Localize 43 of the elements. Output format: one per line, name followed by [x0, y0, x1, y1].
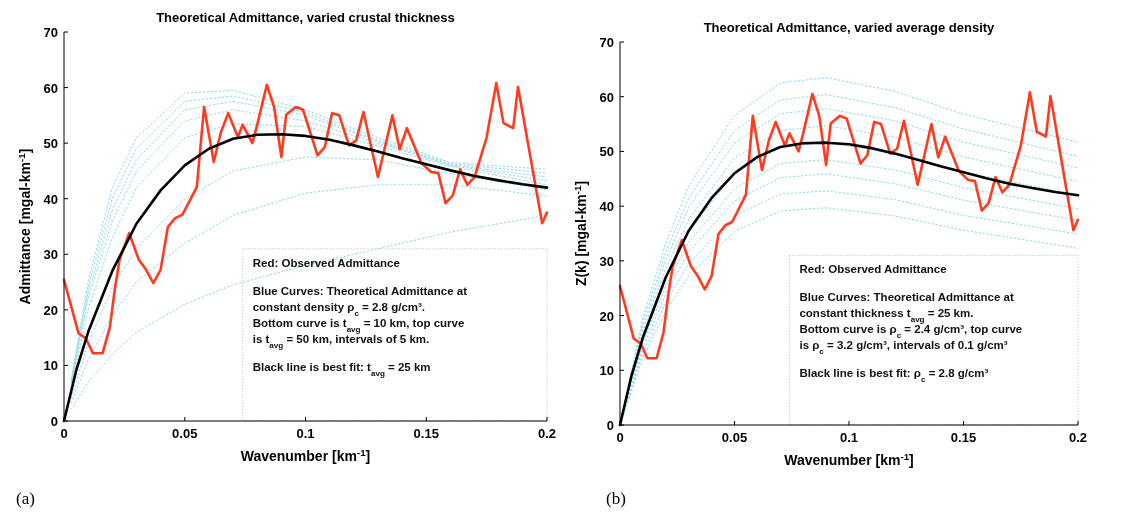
- y-tick-label: 40: [43, 191, 58, 207]
- x-tick-label: 0.2: [537, 426, 557, 441]
- y-tick-label: 20: [599, 308, 614, 324]
- y-tick-label: 70: [43, 25, 58, 40]
- text: (b): [606, 489, 626, 508]
- y-tick-label: 10: [43, 358, 58, 374]
- annotation: Black line is best fit: ρ$_{c}$ = 2.8 g/cm³: [799, 367, 989, 384]
- x-tick-label: 0.05: [172, 426, 198, 441]
- y-tick-label: 30: [43, 247, 58, 263]
- y-tick-label: 30: [599, 253, 614, 269]
- annotation: Red: Observed Admittance: [799, 263, 947, 276]
- x-axis-title: Wavenumber [km$^{-1}$]: [784, 450, 914, 468]
- x-axis-title: Wavenumber [km$^{-1}$]: [240, 446, 371, 464]
- y-tick-label: 20: [43, 302, 58, 318]
- y-tick-label: 0: [50, 414, 58, 429]
- annotation: Black line is best fit: t$_{avg}$ = 25 km: [252, 360, 431, 378]
- y-tick-label: 50: [43, 136, 58, 152]
- x-tick-label: 0.1: [296, 426, 315, 441]
- annotation: Blue Curves: Theoretical Admittance at: [799, 291, 1014, 304]
- annotation: Blue Curves: Theoretical Admittance at: [252, 284, 468, 297]
- x-tick-label: 0.05: [721, 430, 748, 445]
- annotation: Red: Observed Admittance: [252, 256, 400, 269]
- x-tick-label: 0.15: [950, 430, 977, 445]
- y-tick-label: 40: [599, 199, 614, 215]
- annotation: is ρ$_{c}$ = 3.2 g/cm³, intervals of 0.1 g/cm³: [799, 339, 1008, 356]
- chart-title: Theoretical Admittance, varied crustal thickness: [156, 10, 455, 25]
- x-tick-label: 0: [616, 430, 624, 445]
- annotation: is t$_{avg}$ = 50 km, intervals of 5 km.: [252, 332, 430, 350]
- y-tick-label: 70: [599, 35, 614, 50]
- x-tick-label: 0.15: [413, 426, 439, 441]
- y-tick-label: 60: [599, 89, 614, 105]
- x-tick-label: 0.2: [1068, 430, 1088, 445]
- y-tick-label: 10: [599, 363, 614, 379]
- text: (a): [16, 489, 35, 508]
- y-tick-label: 60: [43, 80, 58, 96]
- annotation: constant thickness t$_{avg}$ = 25 km.: [799, 307, 974, 324]
- x-tick-label: 0.1: [839, 430, 859, 445]
- annotation: Bottom curve is t$_{avg}$ = 10 km, top curve: [252, 316, 465, 334]
- y-tick-label: 50: [599, 144, 614, 160]
- chart-title: Theoretical Admittance, varied average density: [703, 20, 996, 35]
- x-tick-label: 0: [60, 426, 68, 441]
- annotation: Bottom curve is ρ$_{c}$ = 2.4 g/cm³, top curve: [799, 323, 1023, 340]
- annotation: constant density ρ$_{c}$ = 2.8 g/cm³.: [252, 300, 426, 318]
